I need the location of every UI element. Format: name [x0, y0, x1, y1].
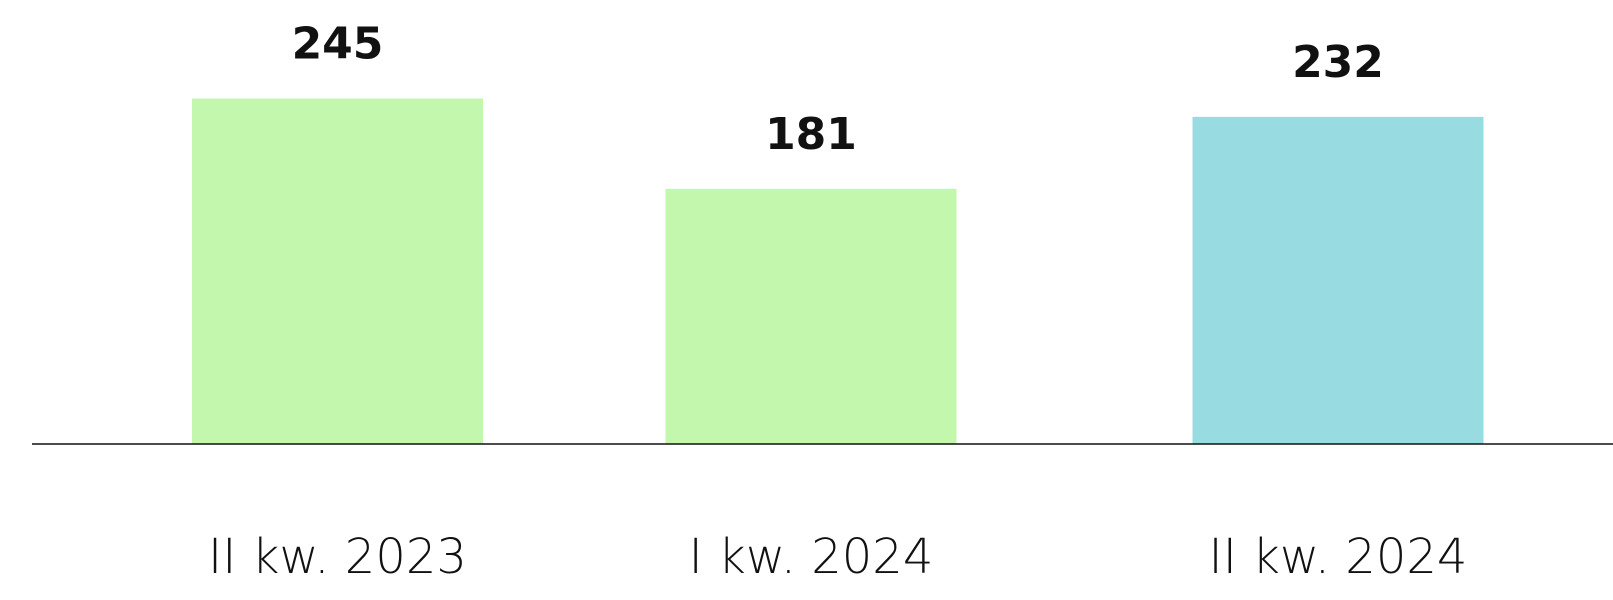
x-tick-label: I kw. 2024 — [689, 529, 934, 585]
value-label: 232 — [1292, 37, 1384, 88]
value-label: 245 — [292, 19, 384, 70]
bar — [192, 98, 483, 445]
x-tick-label: II kw. 2024 — [1209, 529, 1468, 585]
bar — [1192, 116, 1484, 444]
bar — [665, 188, 957, 444]
x-tick-label: II kw. 2023 — [208, 529, 467, 585]
value-label: 181 — [765, 109, 857, 160]
